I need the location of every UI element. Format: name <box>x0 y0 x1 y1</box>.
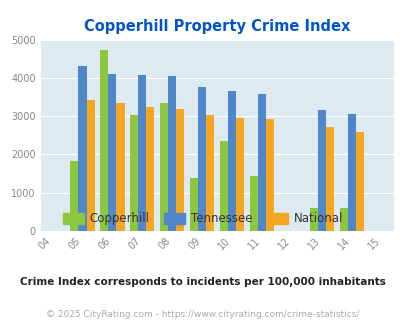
Bar <box>176 109 184 231</box>
Text: Crime Index corresponds to incidents per 100,000 inhabitants: Crime Index corresponds to incidents per… <box>20 278 385 287</box>
Bar <box>130 115 138 231</box>
Bar <box>108 74 116 231</box>
Bar <box>168 76 176 231</box>
Text: © 2025 CityRating.com - https://www.cityrating.com/crime-statistics/: © 2025 CityRating.com - https://www.city… <box>46 310 359 319</box>
Bar <box>317 110 325 231</box>
Bar <box>325 127 333 231</box>
Bar <box>116 103 124 231</box>
Title: Copperhill Property Crime Index: Copperhill Property Crime Index <box>84 19 350 34</box>
Bar <box>78 66 86 231</box>
Bar <box>86 100 94 231</box>
Bar <box>355 132 363 231</box>
Bar <box>190 178 198 231</box>
Bar <box>146 107 154 231</box>
Bar <box>258 94 266 231</box>
Bar <box>266 119 273 231</box>
Bar <box>160 103 168 231</box>
Bar <box>206 115 214 231</box>
Bar <box>249 176 258 231</box>
Legend: Copperhill, Tennessee, National: Copperhill, Tennessee, National <box>58 208 347 230</box>
Bar <box>228 91 236 231</box>
Bar <box>220 142 228 231</box>
Bar <box>309 209 317 231</box>
Bar <box>236 118 244 231</box>
Bar <box>70 161 78 231</box>
Bar <box>347 114 355 231</box>
Bar <box>138 75 146 231</box>
Bar <box>339 209 347 231</box>
Bar <box>198 87 206 231</box>
Bar <box>100 50 108 231</box>
